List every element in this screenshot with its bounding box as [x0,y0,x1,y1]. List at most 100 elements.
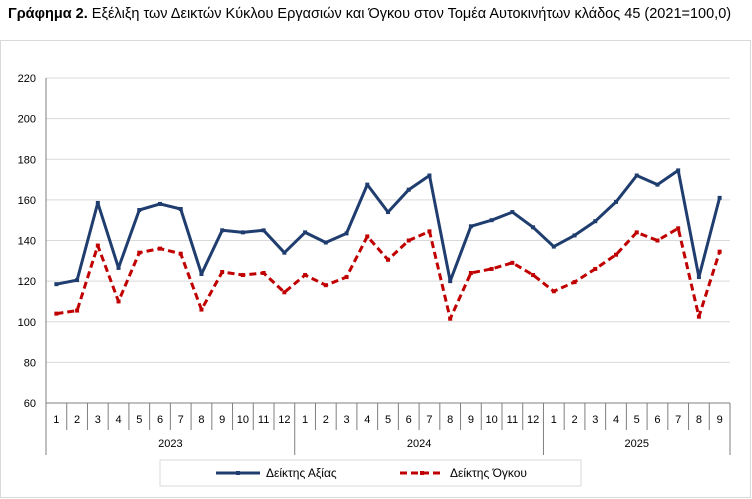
legend-marker [236,471,240,475]
data-point [137,208,142,213]
x-tick-label: 2 [323,414,329,426]
data-point [95,243,100,248]
data-point [75,278,80,283]
x-tick-label: 8 [447,414,453,426]
data-point [158,246,162,251]
y-tick-label: 220 [18,73,36,85]
x-tick-label: 1 [53,414,59,426]
chart-title: Γράφημα 2. Εξέλιξη των Δεικτών Κύκλου Ερ… [8,6,731,22]
data-point [531,273,536,278]
data-point [240,230,245,235]
data-point [593,219,598,224]
x-tick-label: 8 [696,414,702,426]
x-tick-label: 5 [136,414,142,426]
data-point [634,230,639,235]
data-point [116,299,121,304]
data-point [178,207,183,212]
x-tick-label: 12 [278,414,290,426]
chart-frame [0,40,751,498]
data-point [572,280,577,285]
y-tick-label: 100 [18,317,36,329]
x-tick-label: 7 [178,414,184,426]
data-point [365,234,370,239]
x-tick-label: 4 [115,414,121,426]
x-tick-label: 11 [258,414,269,426]
data-point [614,252,618,257]
x-tick-label: 6 [406,414,412,426]
data-point [158,201,162,206]
x-tick-label: 8 [198,414,204,426]
x-tick-label: 5 [385,414,391,426]
data-point [261,228,266,233]
data-point [696,314,701,319]
y-tick-label: 60 [24,398,36,410]
data-point [593,266,598,271]
x-tick-label: 11 [507,414,518,426]
data-point [303,230,308,235]
y-tick-label: 80 [24,357,36,369]
data-point [303,273,308,278]
data-point [199,307,204,312]
legend-label: Δείκτης Αξίας [266,466,337,480]
data-point [614,199,618,204]
data-point [655,238,660,243]
data-point [427,229,432,234]
x-tick-label: 9 [717,414,723,426]
data-point [323,240,328,245]
data-point [468,224,473,229]
data-point [344,275,349,280]
x-axis: 1 2 3 4 5 6 7 8 9 10 11 12 1 2 3 4 5 6 7 8 9 10 11 12 1 2 3 4 5 6 7 8 92… [45,402,731,455]
data-point [365,182,370,187]
data-point [386,257,390,262]
year-label: 2023 [158,438,182,450]
x-tick-label: 7 [426,414,432,426]
x-tick-label: 1 [302,414,308,426]
x-tick-label: 3 [343,414,349,426]
data-point [551,244,556,249]
data-point [468,271,473,275]
y-tick-label: 120 [18,276,36,288]
y-tick-label: 160 [18,195,36,207]
data-point [406,187,411,192]
data-point [489,218,494,223]
series-line-volume-index [56,226,722,321]
x-tick-label: 2 [571,414,577,426]
x-tick-label: 10 [486,414,498,426]
y-axis: 60 80 100 120 140 160 180 200 220 [18,73,47,410]
x-tick-label: 9 [468,414,474,426]
data-point [75,308,80,313]
data-point [95,200,100,205]
data-point [676,168,681,173]
y-tick-label: 200 [18,114,36,126]
year-label: 2024 [407,438,431,450]
data-point [220,228,225,233]
x-tick-label: 6 [157,414,163,426]
series-lines [54,168,722,321]
legend-marker [420,471,424,475]
x-tick-label: 5 [634,414,640,426]
x-tick-label: 4 [364,414,370,426]
data-point [178,251,183,256]
data-point [116,265,121,270]
data-point [199,272,204,277]
grid-lines [46,77,730,363]
data-point [696,275,701,280]
series-line-value-index [56,168,722,286]
data-point [137,250,142,255]
data-point [510,210,515,215]
x-tick-label: 6 [654,414,660,426]
chart-title-text: Εξέλιξη των Δεικτών Κύκλου Εργασιών και … [91,6,732,22]
data-point [634,173,639,178]
x-tick-label: 10 [237,414,249,426]
data-point [531,225,536,230]
data-point [655,182,660,187]
y-tick-label: 140 [18,236,36,248]
data-point [448,279,453,284]
data-point [282,250,287,255]
x-tick-label: 1 [551,414,557,426]
data-point [240,273,245,278]
data-point [717,195,722,200]
data-point [406,238,411,243]
data-point [572,233,577,238]
